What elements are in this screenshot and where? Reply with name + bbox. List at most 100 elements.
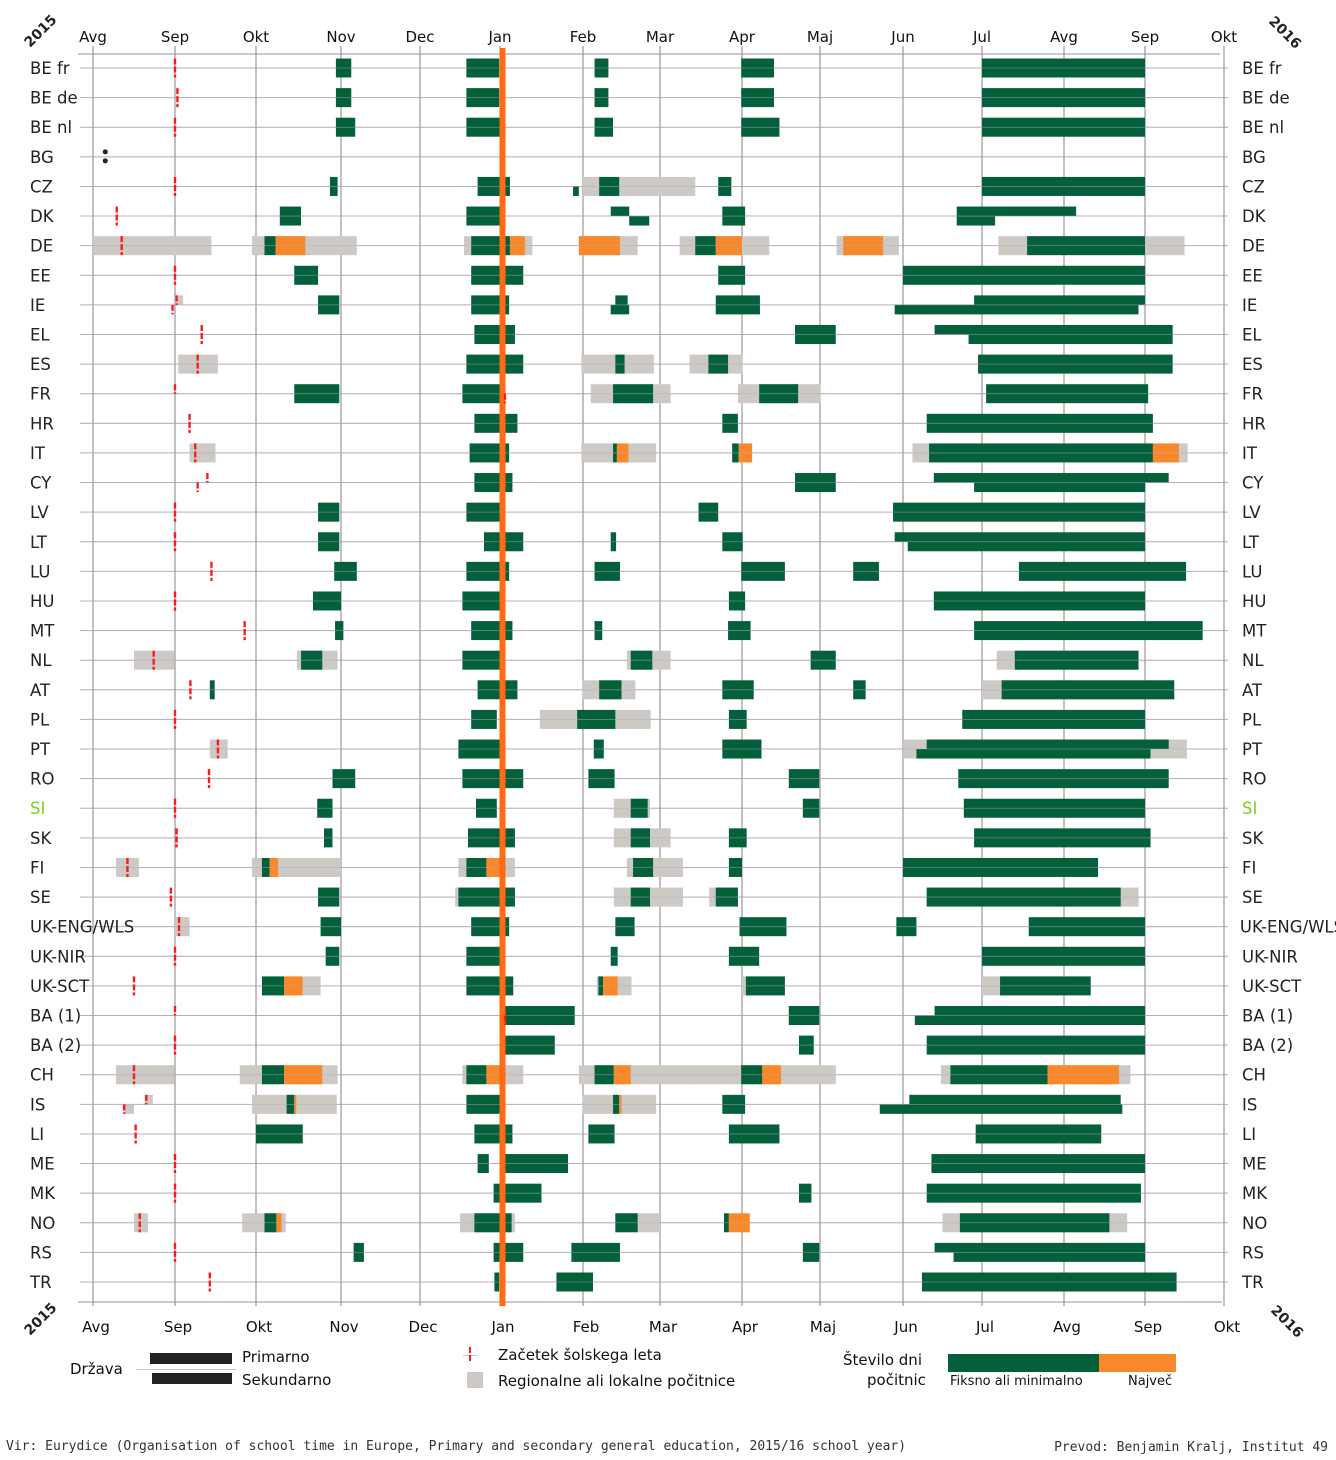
legend-fixed-label: Fiksno ali minimalno <box>950 1374 1083 1389</box>
holiday-bar-fixed <box>916 749 1151 759</box>
legend-secondary-label: Sekundarno <box>242 1371 332 1389</box>
country-label-left: BA (1) <box>30 1007 81 1026</box>
country-label-right: BA (2) <box>1242 1036 1293 1055</box>
holiday-bar-fixed <box>909 1094 1121 1105</box>
month-label-top: Jan <box>487 28 511 46</box>
holiday-bar-fixed <box>615 295 628 305</box>
holiday-bar-fixed <box>956 216 996 226</box>
country-label-left: IS <box>30 1095 45 1114</box>
country-label-right: SK <box>1242 829 1264 848</box>
country-label-right: BE fr <box>1242 59 1282 78</box>
left-country-labels: BE fr BE de BE nl BG CZ DK DE EE IE EL ES FR HR IT CY L… <box>29 59 134 1292</box>
january-marker-line <box>499 48 506 1306</box>
country-label-right: LT <box>1242 533 1260 552</box>
holiday-bar-fixed <box>610 206 630 217</box>
month-label-top: Sep <box>1131 28 1159 46</box>
country-label-right: UK-SCT <box>1242 977 1302 996</box>
holiday-bar-fixed <box>629 216 650 226</box>
holiday-bar-fixed <box>894 304 1139 315</box>
country-label-right: LU <box>1242 562 1262 581</box>
legend-regional-label: Regionalne ali lokalne počitnice <box>498 1372 736 1390</box>
month-label-bottom: Okt <box>246 1318 272 1336</box>
holiday-bar-regional <box>144 1094 153 1105</box>
country-label-right: LI <box>1242 1125 1256 1144</box>
legend-school-start-label: Začetek šolskega leta <box>498 1346 662 1364</box>
month-label-bottom: Nov <box>329 1318 358 1336</box>
month-label-bottom: Maj <box>810 1318 836 1336</box>
top-month-labels: Avg Sep Okt Nov Dec Jan Feb Mar Apr Maj Jun Jul Avg S… <box>79 28 1237 46</box>
holiday-bar-fixed <box>573 186 579 196</box>
country-label-right: PT <box>1242 740 1263 759</box>
country-label-right: MT <box>1242 622 1267 641</box>
country-label-left: UK-ENG/WLS <box>30 918 134 937</box>
month-label-top: Okt <box>243 28 269 46</box>
country-label-left: AT <box>30 681 51 700</box>
country-label-right: CY <box>1242 474 1264 493</box>
legend-country-label: Država <box>70 1360 123 1378</box>
month-label-top: Jul <box>972 28 991 46</box>
right-country-labels: BE fr BE de BE nl BG CZ DK DE EE IE EL ES FR HR IT CY L… <box>1240 59 1336 1292</box>
month-gridlines <box>92 46 1225 1306</box>
bottom-month-labels: Avg Sep Okt Nov Dec Jan Feb Mar Apr Maj Jun Jul Avg S… <box>82 1318 1240 1336</box>
country-label-right: UK-NIR <box>1242 947 1298 966</box>
legend-max-label: Največ <box>1128 1374 1173 1389</box>
country-label-right: NL <box>1242 651 1264 670</box>
country-label-left: SK <box>30 829 52 848</box>
country-label-left: CY <box>30 474 52 493</box>
month-label-bottom: Okt <box>1214 1318 1240 1336</box>
year-label-top-left: 2015 <box>22 12 61 51</box>
country-label-right: ES <box>1242 355 1263 374</box>
country-label-left: BA (2) <box>30 1036 81 1055</box>
country-label-right: FR <box>1242 385 1263 404</box>
country-label-left: CZ <box>30 177 53 196</box>
country-label-right: UK-ENG/WLS <box>1240 918 1336 937</box>
country-label-right: AT <box>1242 681 1263 700</box>
month-label-bottom: Apr <box>732 1318 759 1336</box>
school-start-legend-tick <box>469 1347 471 1363</box>
month-label-bottom: Avg <box>1053 1318 1081 1336</box>
month-label-bottom: Jan <box>490 1318 514 1336</box>
month-label-bottom: Dec <box>408 1318 437 1336</box>
country-label-right: NO <box>1242 1214 1267 1233</box>
legend-divider <box>136 1369 236 1370</box>
country-label-left: TR <box>29 1273 52 1292</box>
month-label-top: Jun <box>890 28 914 46</box>
country-label-left: BE fr <box>30 59 70 78</box>
country-label-left: UK-NIR <box>30 947 86 966</box>
country-label-left: FR <box>30 385 51 404</box>
country-label-left: SI <box>30 799 45 818</box>
holiday-bar-fixed <box>953 1252 1145 1262</box>
holiday-bar-fixed <box>974 482 1145 493</box>
country-label-right: CH <box>1242 1066 1266 1085</box>
country-label-left: BE de <box>30 89 78 108</box>
month-label-top: Feb <box>570 28 597 46</box>
legend-max-swatch <box>1099 1354 1176 1372</box>
country-label-right: DE <box>1242 237 1265 256</box>
month-label-bottom: Jun <box>893 1318 917 1336</box>
bg-dot <box>102 149 108 155</box>
country-label-right: IS <box>1242 1095 1257 1114</box>
legend-fixed-swatch <box>948 1354 1099 1372</box>
country-label-right: HU <box>1242 592 1266 611</box>
month-label-top: Avg <box>1050 28 1078 46</box>
country-label-left: UK-SCT <box>30 977 90 996</box>
country-label-right: BE nl <box>1242 118 1284 137</box>
country-label-right: PL <box>1242 710 1262 729</box>
country-label-left: IE <box>30 296 45 315</box>
country-label-left: MK <box>30 1184 56 1203</box>
country-label-right: FI <box>1242 858 1256 877</box>
country-label-right: IT <box>1242 444 1258 463</box>
year-label-bottom-left: 2015 <box>22 1300 61 1339</box>
country-label-left: PT <box>30 740 51 759</box>
country-label-left: EL <box>30 325 50 344</box>
month-label-bottom: Avg <box>82 1318 110 1336</box>
legend-days-label-1: Število dni <box>843 1351 922 1369</box>
holiday-bar-fixed <box>968 334 1173 344</box>
country-label-left: NO <box>30 1214 55 1233</box>
month-label-top: Dec <box>405 28 434 46</box>
month-label-bottom: Sep <box>1134 1318 1162 1336</box>
country-label-left: CH <box>30 1066 54 1085</box>
country-label-right: BG <box>1242 148 1266 167</box>
holiday-calendar-chart: Avg Sep Okt Nov Dec Jan Feb Mar Apr Maj Jun Jul Avg S… <box>22 12 1336 1341</box>
country-label-left: DE <box>30 237 53 256</box>
